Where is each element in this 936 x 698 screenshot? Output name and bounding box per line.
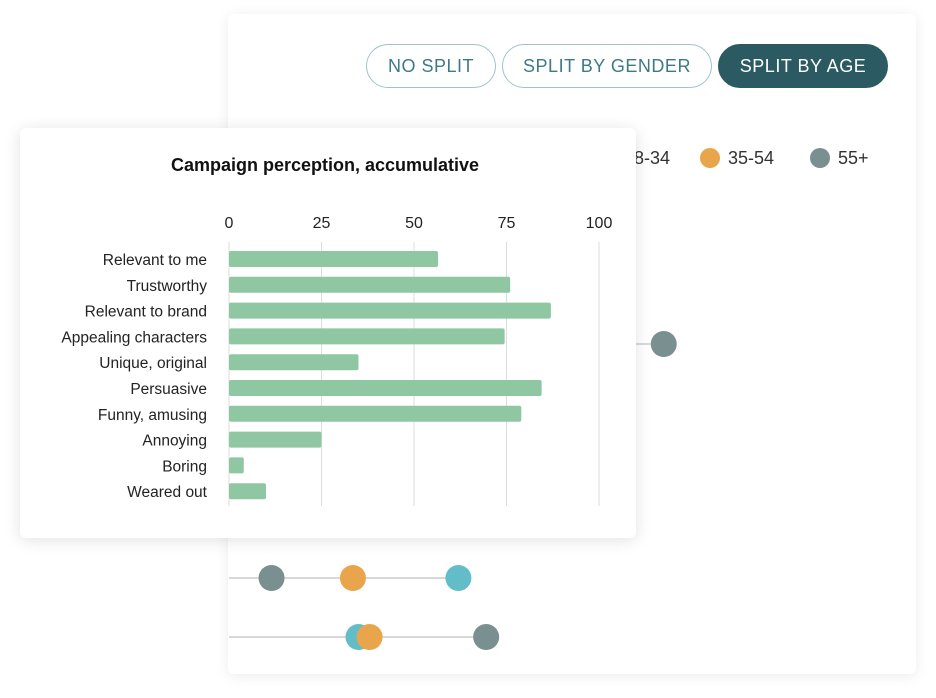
bar (229, 328, 505, 345)
dot-18-34 (445, 565, 472, 591)
category-label: Relevant to me (103, 252, 207, 269)
legend-label-55-plus: 55+ (838, 147, 869, 168)
category-label: Annoying (142, 433, 207, 450)
category-label: Trustworthy (127, 278, 208, 295)
bar (229, 302, 551, 319)
dot-35-54 (339, 565, 366, 591)
no-split-button[interactable]: NO SPLIT (366, 44, 496, 88)
dot-35-54 (356, 624, 383, 650)
bar (229, 380, 542, 396)
x-tick-label: 100 (586, 215, 613, 232)
category-label: Unique, original (99, 355, 207, 372)
legend-dot-55-plus (810, 148, 830, 168)
chart-title: Campaign perception, accumulative (170, 155, 480, 175)
legend-item-55-plus: 55+ (810, 146, 869, 170)
bar (229, 483, 266, 500)
bar-chart-card: Campaign perception, accumulative 0 25 50 7… (20, 128, 636, 538)
bar (229, 431, 322, 448)
category-label: Appealing characters (61, 329, 207, 346)
bar (229, 251, 439, 267)
x-tick-label: 25 (313, 215, 331, 232)
bar (229, 405, 522, 422)
split-by-age-button[interactable]: SPLIT BY AGE (718, 44, 888, 88)
x-tick-label: 0 (225, 215, 234, 232)
bar (229, 354, 359, 371)
x-tick-label: 75 (498, 215, 516, 232)
legend-dot-35-54 (700, 148, 720, 168)
category-label: Relevant to brand (85, 304, 207, 321)
category-label: Weared out (127, 484, 208, 501)
legend-label-35-54: 35-54 (728, 147, 775, 168)
split-by-gender-button[interactable]: SPLIT BY GENDER (502, 44, 712, 88)
bar (229, 457, 244, 474)
category-label: Persuasive (130, 381, 207, 398)
x-tick-label: 50 (405, 215, 423, 232)
bar-chart: 0 25 50 75 100 Relevant to me Trustworthy Relev… (61, 215, 613, 506)
legend-item-35-54: 35-54 (700, 146, 774, 170)
bar (229, 276, 511, 293)
dot-55-plus (473, 624, 500, 650)
dot-55-plus (650, 331, 677, 357)
dot-55-plus (258, 565, 285, 591)
category-label: Boring (162, 458, 207, 475)
category-label: Funny, amusing (98, 407, 207, 424)
